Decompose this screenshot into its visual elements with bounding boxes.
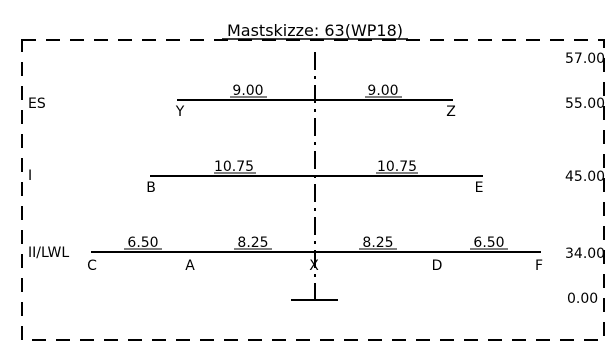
level-label-i: I: [28, 168, 32, 184]
point-z: Z: [446, 104, 456, 120]
arm-length-es-right: 9.00: [367, 83, 398, 99]
height-i: 45.00: [565, 169, 605, 185]
point-a: A: [185, 258, 195, 274]
sketch-title: Mastskizze: 63(WP18): [227, 21, 403, 40]
level-label-ii-lwl: II/LWL: [28, 245, 69, 261]
arm-length-es-left: 9.00: [232, 83, 263, 99]
arm-segment-4: 6.50: [473, 235, 504, 251]
point-d: D: [432, 258, 443, 274]
height-es: 55.00: [565, 96, 605, 112]
drawing-frame: [21, 39, 605, 341]
height-base: 0.00: [567, 291, 598, 307]
arm-segment-1: 6.50: [127, 235, 158, 251]
point-c: C: [87, 258, 97, 274]
arm-length-i-left: 10.75: [214, 159, 254, 175]
arm-segment-2: 8.25: [237, 235, 268, 251]
level-label-es: ES: [28, 96, 46, 112]
arm-length-i-right: 10.75: [377, 159, 417, 175]
point-x: X: [309, 258, 319, 274]
point-y: Y: [175, 104, 185, 120]
point-e: E: [475, 180, 484, 196]
point-f: F: [535, 258, 543, 274]
arm-segment-3: 8.25: [362, 235, 393, 251]
point-b: B: [146, 180, 156, 196]
height-ii-lwl: 34.00: [565, 246, 605, 262]
height-top: 57.00: [565, 51, 605, 67]
